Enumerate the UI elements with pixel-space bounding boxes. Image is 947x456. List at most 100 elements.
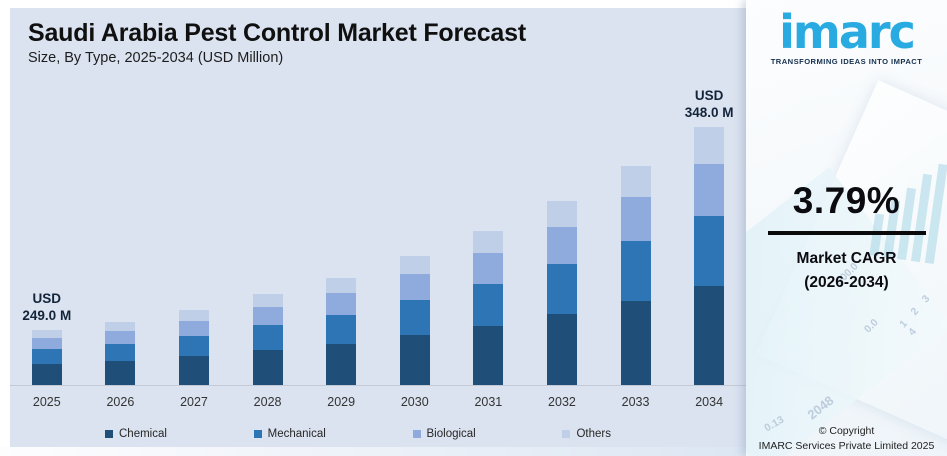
cagr-value: 3.79% bbox=[792, 180, 901, 221]
stacked-bar bbox=[399, 256, 430, 385]
bar-segment-mechanical bbox=[399, 300, 430, 335]
bar-segment-biological bbox=[694, 164, 725, 216]
cagr-label: Market CAGR (2026-2034) bbox=[746, 247, 947, 295]
stacked-bar bbox=[326, 278, 357, 385]
bar-group-2029 bbox=[304, 278, 378, 385]
bar-segment-mechanical bbox=[326, 315, 357, 344]
bar-segment-chemical bbox=[620, 301, 651, 385]
chart-header: Saudi Arabia Pest Control Market Forecas… bbox=[10, 8, 746, 66]
bar-segment-mechanical bbox=[546, 264, 577, 314]
copyright-line2: IMARC Services Private Limited 2025 bbox=[758, 440, 935, 453]
bar-value-label: USD 348.0 M bbox=[684, 88, 734, 120]
page-title: Saudi Arabia Pest Control Market Forecas… bbox=[28, 19, 526, 47]
bar-segment-biological bbox=[178, 321, 209, 336]
bar-segment-others bbox=[694, 127, 725, 164]
bar-segment-biological bbox=[105, 331, 136, 344]
bar-segment-chemical bbox=[694, 286, 725, 385]
brand-sidebar: 500.0 0.0 1 2 3 4 2048 0.13 imarc TRANSF… bbox=[746, 0, 947, 456]
bar-segment-mechanical bbox=[252, 325, 283, 350]
biological-swatch-icon bbox=[412, 430, 421, 438]
x-axis-label: 2030 bbox=[400, 395, 429, 409]
x-axis-label: 2033 bbox=[621, 395, 650, 409]
bar-segment-mechanical bbox=[105, 344, 136, 361]
bar-group-2028 bbox=[231, 294, 305, 385]
x-axis-label: 2034 bbox=[695, 395, 724, 409]
bar-segment-mechanical bbox=[694, 216, 725, 286]
x-axis-label: 2027 bbox=[180, 395, 208, 409]
legend-label: Biological bbox=[426, 428, 476, 440]
cagr-label-line2: (2026-2034) bbox=[804, 274, 889, 292]
bar-segment-biological bbox=[620, 197, 651, 241]
x-axis-label: 2026 bbox=[106, 395, 135, 409]
bar-segment-biological bbox=[399, 274, 430, 300]
stacked-bar bbox=[694, 127, 725, 385]
bar-segment-mechanical bbox=[620, 241, 651, 301]
bar-value-label: USD 249.0 M bbox=[22, 291, 72, 323]
bar-segment-chemical bbox=[31, 364, 62, 385]
legend-item-chemical: Chemical bbox=[105, 428, 167, 440]
x-axis-label: 2031 bbox=[474, 395, 503, 409]
bar-segment-chemical bbox=[252, 350, 283, 385]
bar-segment-others bbox=[31, 330, 62, 338]
bar-group-2030 bbox=[378, 256, 452, 385]
legend-item-biological: Biological bbox=[412, 428, 476, 440]
legend: Chemical Mechanical Biological Others bbox=[10, 428, 746, 440]
chart-panel: Saudi Arabia Pest Control Market Forecas… bbox=[10, 8, 746, 447]
copyright-line1: © Copyright bbox=[818, 424, 875, 437]
bar-segment-mechanical bbox=[473, 284, 504, 326]
mechanical-swatch-icon bbox=[253, 430, 262, 438]
bar-segment-biological bbox=[326, 293, 357, 315]
bar-group-2026 bbox=[84, 322, 158, 385]
legend-label: Others bbox=[576, 428, 611, 440]
bar-group-2027 bbox=[157, 310, 231, 385]
bar-segment-others bbox=[546, 201, 577, 227]
bar-segment-biological bbox=[31, 338, 62, 349]
imarc-logo-text: imarc bbox=[779, 5, 916, 59]
bar-segment-others bbox=[252, 294, 283, 307]
bar-segment-chemical bbox=[326, 344, 357, 385]
bar-segment-others bbox=[473, 231, 504, 253]
stacked-bar bbox=[473, 231, 504, 385]
bar-segment-mechanical bbox=[31, 349, 62, 364]
stacked-bar bbox=[105, 322, 136, 385]
cagr-block: 3.79% Market CAGR (2026-2034) bbox=[746, 180, 947, 295]
bar-segment-others bbox=[105, 322, 136, 331]
copyright: © Copyright IMARC Services Private Limit… bbox=[746, 424, 947, 456]
bar-segment-chemical bbox=[178, 356, 209, 385]
x-axis-label: 2028 bbox=[253, 395, 282, 409]
bar-segment-chemical bbox=[473, 326, 504, 385]
legend-item-mechanical: Mechanical bbox=[253, 428, 326, 440]
bottom-accent-strip bbox=[0, 447, 746, 456]
x-axis-label: 2029 bbox=[327, 395, 356, 409]
bar-group-2033 bbox=[599, 166, 673, 385]
stacked-bar bbox=[252, 294, 283, 385]
bar-group-2032 bbox=[525, 201, 599, 385]
bar-segment-biological bbox=[473, 253, 504, 284]
bar-segment-biological bbox=[546, 227, 577, 264]
bar-segment-mechanical bbox=[178, 336, 209, 356]
bar-segment-chemical bbox=[546, 314, 577, 385]
bar-segment-chemical bbox=[399, 335, 430, 385]
bar-group-2031 bbox=[452, 231, 526, 385]
chemical-swatch-icon bbox=[105, 430, 113, 438]
stacked-bar bbox=[620, 166, 651, 385]
bar-segment-others bbox=[399, 256, 430, 274]
cagr-divider bbox=[767, 231, 926, 235]
legend-item-others: Others bbox=[562, 428, 611, 440]
x-axis-label: 2025 bbox=[32, 395, 61, 409]
bar-group-2025: USD 249.0 M bbox=[10, 290, 84, 385]
stacked-bar bbox=[31, 330, 62, 385]
imarc-logo: imarc TRANSFORMING IDEAS INTO IMPACT bbox=[746, 5, 947, 67]
stacked-bar bbox=[546, 201, 577, 385]
x-axis: 2025 2026 2027 2028 2029 2030 2031 2032 2033 2034 bbox=[10, 386, 746, 409]
bar-segment-others bbox=[178, 310, 209, 321]
imarc-logo-tagline: TRANSFORMING IDEAS INTO IMPACT bbox=[770, 57, 923, 67]
bar-segment-others bbox=[620, 166, 651, 197]
bar-segment-others bbox=[326, 278, 357, 293]
legend-label: Mechanical bbox=[267, 428, 326, 440]
x-axis-label: 2032 bbox=[548, 395, 576, 409]
others-swatch-icon bbox=[562, 430, 571, 438]
cagr-label-line1: Market CAGR bbox=[796, 250, 897, 267]
legend-label: Chemical bbox=[119, 428, 167, 440]
